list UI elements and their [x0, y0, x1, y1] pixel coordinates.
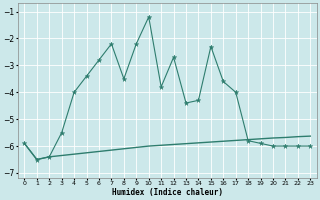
X-axis label: Humidex (Indice chaleur): Humidex (Indice chaleur) — [112, 188, 223, 197]
